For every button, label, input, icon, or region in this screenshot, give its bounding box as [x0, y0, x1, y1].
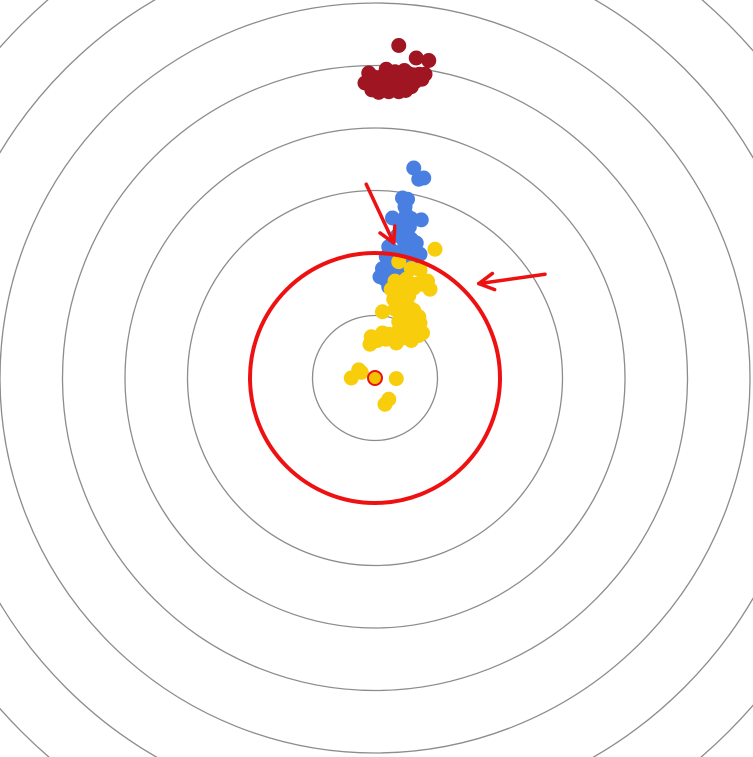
arrow-head — [477, 271, 497, 292]
yellow-point — [375, 304, 390, 320]
ring-5 — [61, 64, 689, 692]
ring-4 — [124, 127, 626, 629]
arrow-head — [378, 224, 397, 245]
yellow-point — [381, 326, 397, 342]
dark-red-point — [414, 71, 430, 87]
dark-red-series — [357, 38, 437, 100]
highlight-circle — [248, 251, 502, 505]
arrow-1 — [364, 182, 397, 245]
dark-red-point — [408, 50, 424, 66]
yellow-point — [402, 314, 418, 330]
yellow-series — [343, 241, 443, 412]
yellow-point — [343, 370, 359, 386]
annotation-group — [248, 182, 547, 505]
blue-point — [416, 170, 432, 186]
dark-red-point — [421, 53, 437, 68]
arrow-shaft — [477, 272, 547, 286]
dark-red-point — [396, 63, 412, 78]
yellow-point — [422, 281, 438, 297]
center-marker — [367, 370, 383, 386]
dark-red-point — [398, 83, 414, 98]
blue-point — [413, 212, 429, 228]
yellow-point — [412, 262, 428, 278]
yellow-point — [415, 325, 430, 341]
yellow-point — [427, 241, 443, 257]
yellow-point — [398, 271, 414, 287]
arrow-shaft — [364, 182, 396, 245]
dark-red-point — [391, 38, 407, 53]
arrow-2 — [477, 271, 547, 292]
ring-1 — [311, 314, 439, 442]
blue-point — [376, 265, 392, 281]
yellow-point — [362, 336, 378, 352]
blue-point — [396, 234, 412, 250]
blue-point — [406, 160, 422, 176]
dark-red-point — [380, 79, 395, 95]
yellow-point — [388, 371, 404, 387]
ring-3 — [186, 189, 564, 567]
yellow-point — [377, 396, 393, 412]
